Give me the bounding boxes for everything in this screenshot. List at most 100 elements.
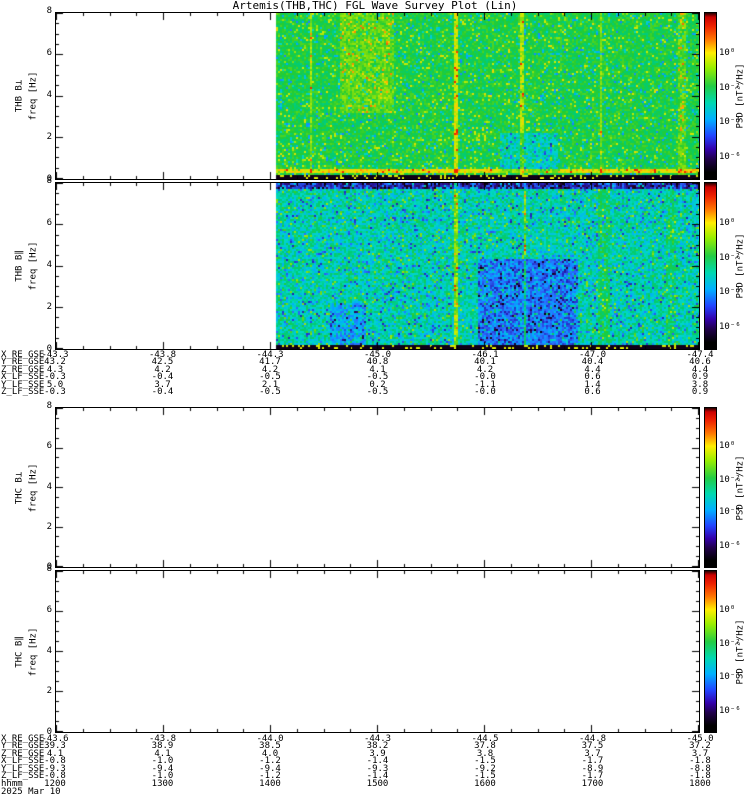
time-tick-label: 1800 bbox=[689, 778, 711, 789]
ephemeris-row-label: Z_RE_GSE bbox=[1, 748, 45, 759]
ephemeris-value: -0.8 bbox=[44, 756, 66, 766]
ephemeris-value: -44.0 bbox=[256, 733, 284, 744]
colorbar bbox=[704, 182, 717, 350]
y-tick-label: 2 bbox=[46, 686, 52, 697]
time-tick-label: 1500 bbox=[366, 778, 389, 789]
ephemeris-value: 5.0 bbox=[46, 379, 64, 390]
ephemeris-value: -43.6 bbox=[41, 733, 69, 744]
ephemeris-value: -43.8 bbox=[148, 349, 177, 360]
ephemeris-value: -45.0 bbox=[686, 733, 714, 744]
colorbar-title: PSD [nT²/Hz] bbox=[735, 233, 746, 299]
ephemeris-value: -45.0 bbox=[363, 349, 392, 360]
ephemeris-value: -43.3 bbox=[41, 349, 69, 360]
ephemeris-value: -9.4 bbox=[259, 763, 281, 774]
ephemeris-value: 3.7 bbox=[584, 748, 601, 759]
colorbar-tick-label: 10⁻⁶ bbox=[719, 322, 741, 333]
ephemeris-value: -0.0 bbox=[474, 372, 496, 382]
ephemeris-value: -47.0 bbox=[578, 349, 607, 360]
colorbar-tick-label: 10⁻² bbox=[719, 253, 741, 264]
ephemeris-value: -1.7 bbox=[581, 771, 604, 781]
ephemeris-value: 0.6 bbox=[584, 387, 601, 397]
empty-spectrogram-canvas bbox=[56, 408, 699, 567]
ephemeris-value: 3.8 bbox=[476, 748, 494, 759]
ephemeris-value: 41.7 bbox=[259, 357, 281, 367]
ephemeris-row-label: Y_RE_GSE bbox=[1, 741, 45, 751]
time-tick-label: 1700 bbox=[581, 778, 604, 789]
ephemeris-value: -0.0 bbox=[474, 387, 496, 397]
ephemeris-value: 38.2 bbox=[366, 741, 389, 751]
ephemeris-value: -44.8 bbox=[578, 733, 607, 744]
ephemeris-value: -44.3 bbox=[256, 349, 284, 360]
colorbar-tick-label: 10⁻² bbox=[719, 475, 741, 486]
y-tick-label: 0 bbox=[46, 174, 52, 184]
y-tick-label: 8 bbox=[46, 564, 52, 574]
spectrogram-panel bbox=[55, 12, 700, 180]
panel-ylabel: THC B∥ bbox=[14, 635, 25, 668]
colorbar bbox=[704, 12, 717, 180]
ephemeris-value: -1.4 bbox=[366, 771, 389, 781]
colorbar-tick-label: 10⁰ bbox=[719, 604, 736, 615]
colorbar-tick-label: 10⁰ bbox=[719, 441, 736, 452]
ephemeris-row-label: Z_LF_SSE bbox=[1, 387, 45, 397]
ephemeris-value: 0.9 bbox=[691, 372, 709, 382]
ephemeris-value: 4.1 bbox=[154, 748, 171, 759]
ephemeris-value: 3.7 bbox=[154, 379, 171, 390]
ephemeris-value: 0.2 bbox=[369, 379, 386, 390]
panel-ylabel: THB B∥ bbox=[14, 250, 25, 282]
colorbar-tick-label: 10⁰ bbox=[719, 218, 736, 228]
ephemeris-value: -0.5 bbox=[366, 387, 389, 397]
ephemeris-value: -0.5 bbox=[366, 372, 389, 382]
colorbar bbox=[704, 407, 717, 568]
panel-ylabel: THB B⊥ bbox=[14, 79, 25, 113]
ephemeris-value: -0.4 bbox=[151, 372, 174, 382]
colorbar-tick-label: 10⁻⁶ bbox=[719, 152, 741, 163]
colorbar-title: PSD [nT²/Hz] bbox=[735, 618, 746, 685]
ephemeris-row-label: Z_RE_GSE bbox=[1, 364, 45, 375]
ephemeris-value: -1.4 bbox=[366, 756, 389, 766]
y-tick-label: 6 bbox=[46, 604, 52, 615]
ephemeris-row-label: X_RE_GSE bbox=[1, 349, 45, 360]
panel-ylabel: THC B⊥ bbox=[14, 471, 25, 504]
colorbar-title: PSD [nT²/Hz] bbox=[735, 63, 746, 129]
date-label: 2025 Mar 10 bbox=[1, 786, 61, 797]
ephemeris-value: -9.2 bbox=[474, 763, 496, 774]
y-tick-label: 0 bbox=[46, 344, 52, 354]
colorbar-tick-label: 10⁻⁴ bbox=[719, 116, 741, 127]
colorbar-tick-label: 10⁻² bbox=[719, 638, 741, 649]
spectrogram-canvas bbox=[56, 183, 699, 349]
ephemeris-value: -46.1 bbox=[471, 349, 499, 360]
time-tick-label: 1300 bbox=[151, 778, 174, 789]
ephemeris-value: 38.5 bbox=[259, 741, 281, 751]
ephemeris-value: 43.2 bbox=[44, 357, 66, 367]
ephemeris-value: -1.8 bbox=[689, 771, 711, 781]
y-tick-label: 4 bbox=[46, 90, 52, 100]
ephemeris-value: 40.8 bbox=[366, 357, 389, 367]
y-tick-label: 4 bbox=[46, 645, 52, 656]
ephemeris-value: -44.5 bbox=[471, 733, 499, 744]
ephemeris-value: 37.5 bbox=[581, 741, 604, 751]
ephemeris-value: -1.2 bbox=[259, 771, 281, 781]
colorbar-tick-label: 10⁻⁴ bbox=[719, 671, 741, 682]
ephemeris-value: -0.5 bbox=[259, 387, 281, 397]
ephemeris-row-label: Y_RE_GSE bbox=[1, 357, 45, 367]
ephemeris-value: -1.8 bbox=[689, 756, 711, 766]
colorbar-tick-label: 10⁻² bbox=[719, 83, 741, 94]
ephemeris-value: 40.6 bbox=[689, 357, 711, 367]
ephemeris-value: -1.2 bbox=[259, 756, 281, 766]
ephemeris-value: 4.1 bbox=[46, 748, 64, 759]
y-tick-label: 4 bbox=[46, 481, 52, 492]
ephemeris-value: -8.9 bbox=[581, 763, 604, 774]
ephemeris-value: -0.3 bbox=[44, 387, 66, 397]
ephemeris-value: 4.3 bbox=[46, 364, 64, 375]
ephemeris-value: 4.1 bbox=[369, 364, 386, 375]
ephemeris-value: 4.2 bbox=[476, 364, 494, 375]
y-tick-label: 8 bbox=[46, 401, 52, 411]
ephemeris-value: -9.3 bbox=[44, 763, 66, 774]
spectrogram-canvas bbox=[56, 13, 699, 179]
ephemeris-value: -1.0 bbox=[151, 771, 174, 781]
ephemeris-row-label: X_LF_SSE bbox=[1, 756, 45, 766]
ephemeris-row-label: Y_LF_SSE bbox=[1, 379, 45, 390]
ephemeris-value: 4.4 bbox=[691, 364, 709, 375]
ephemeris-value: -8.8 bbox=[689, 763, 711, 774]
y-tick-label: 6 bbox=[46, 441, 52, 452]
